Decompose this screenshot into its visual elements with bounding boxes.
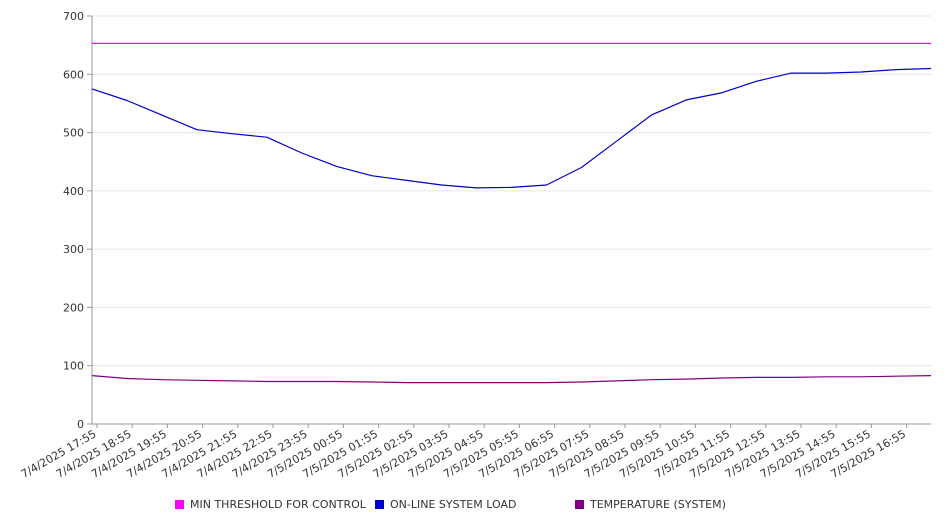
x-tick-labels: 7/4/2025 17:557/4/2025 18:557/4/2025 19:… — [19, 427, 908, 481]
legend-swatch-temperature — [575, 500, 584, 509]
series-line-2 — [91, 375, 932, 384]
legend-swatch-min-threshold — [175, 500, 184, 509]
y-tick-label: 300 — [63, 243, 84, 256]
legend-swatch-system-load — [375, 500, 384, 509]
legend: MIN THRESHOLD FOR CONTROL ON-LINE SYSTEM… — [0, 498, 946, 514]
series-line-1 — [91, 67, 932, 189]
y-tick-label: 100 — [63, 360, 84, 373]
legend-label-min-threshold: MIN THRESHOLD FOR CONTROL — [190, 498, 366, 511]
y-tick-label: 700 — [63, 10, 84, 23]
legend-item-temperature: TEMPERATURE (SYSTEM) — [575, 498, 726, 511]
axes — [87, 15, 931, 428]
legend-label-system-load: ON-LINE SYSTEM LOAD — [390, 498, 517, 511]
y-tick-labels: 0 100 200 300 400 500 600 700 — [63, 10, 84, 431]
legend-item-system-load: ON-LINE SYSTEM LOAD — [375, 498, 516, 511]
y-tick-label: 400 — [63, 185, 84, 198]
legend-item-min-threshold: MIN THRESHOLD FOR CONTROL — [175, 498, 366, 511]
y-tick-label: 600 — [63, 68, 84, 81]
gridlines — [92, 15, 931, 425]
y-tick-label: 200 — [63, 301, 84, 314]
legend-label-temperature: TEMPERATURE (SYSTEM) — [590, 498, 726, 511]
y-tick-label: 500 — [63, 127, 84, 140]
series-lines — [91, 42, 932, 384]
y-tick-label: 0 — [77, 418, 84, 431]
